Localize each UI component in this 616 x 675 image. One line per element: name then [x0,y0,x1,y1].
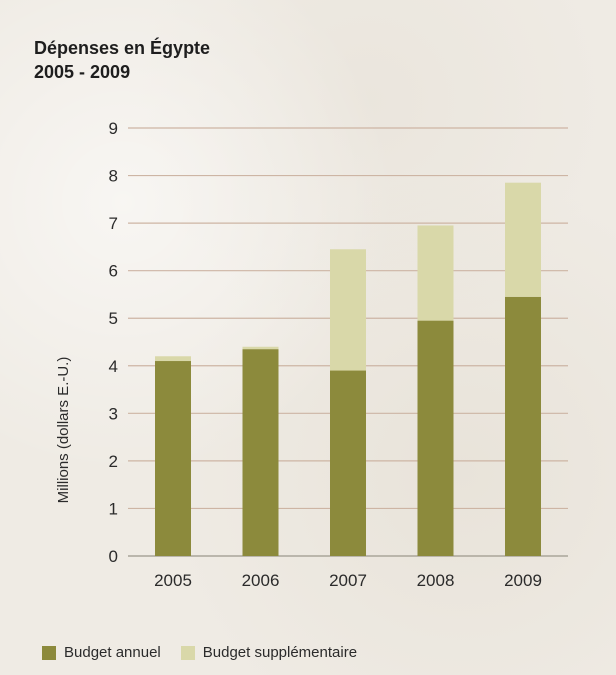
x-tick-label: 2007 [329,571,367,590]
chart-title-line-1: Dépenses en Égypte [34,38,211,58]
bar-supplementary-2008 [417,225,454,321]
bar-supplementary-2007 [330,249,366,371]
bar-annual-2006 [242,349,279,556]
bar-annual-2007 [330,370,366,556]
bar-annual-2005 [155,361,191,556]
y-axis-label: Millions (dollars E.-U.) [55,357,72,504]
legend-item-supplementary: Budget supplémentaire [180,644,358,661]
bar-layer [155,182,541,556]
bar-supplementary-2009 [505,182,541,297]
chart-title: Dépenses en Égypte 2005 - 2009 [34,36,210,84]
x-tick-label: 2009 [504,571,542,590]
x-tick-label: 2006 [242,571,280,590]
legend-swatch-supplementary [180,645,195,660]
legend-label-annual: Budget annuel [64,644,161,661]
y-tick-label: 2 [109,452,118,471]
legend: Budget annuel Budget supplémentaire [42,644,377,661]
y-tick-label: 7 [109,214,118,233]
bar-supplementary-2005 [155,356,191,362]
legend-swatch-annual [42,645,56,660]
y-tick-label: 6 [109,262,118,281]
y-tick-label: 3 [109,404,118,423]
chart-title-line-2: 2005 - 2009 [34,62,131,82]
legend-label-supplementary: Budget supplémentaire [202,644,358,661]
x-tick-label: 2005 [154,571,192,590]
y-tick-label: 8 [109,167,118,186]
y-tick-label: 0 [109,547,118,566]
x-tick-labels: 2005 2006 2007 2008 2009 [154,571,542,590]
x-tick-label: 2008 [417,571,455,590]
y-tick-label: 4 [109,357,118,376]
y-tick-labels: 0 1 2 3 4 5 6 7 8 9 [109,119,118,566]
bar-supplementary-2006 [242,346,279,350]
bar-annual-2008 [417,320,454,556]
y-tick-label: 9 [109,119,118,138]
bar-annual-2009 [505,296,541,556]
y-tick-label: 1 [109,499,118,518]
legend-item-annual: Budget annuel [42,644,161,661]
y-tick-label: 5 [109,309,118,328]
